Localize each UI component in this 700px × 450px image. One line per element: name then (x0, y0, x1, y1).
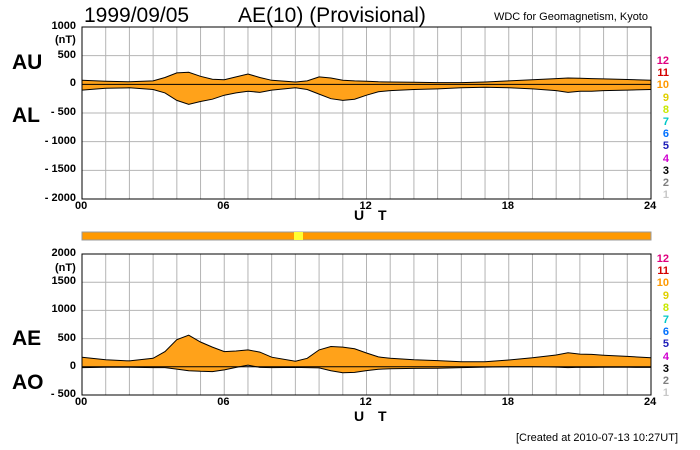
bottom-y-tick-label: 1500 (51, 275, 76, 288)
station-legend-top: 12 11 10 9 8 7 6 5 4 3 2 1 (645, 55, 669, 201)
top-x-tick-label: 18 (501, 200, 514, 212)
legend-station-count: 11 (657, 67, 669, 80)
al-label: AL (12, 104, 40, 127)
legend-station-count: 3 (662, 362, 669, 375)
legend-station-count: 12 (656, 55, 669, 67)
legend-station-count: 8 (662, 103, 669, 116)
top-plot-frame (81, 26, 652, 200)
top-y-tick-label: - 2000 (44, 192, 76, 204)
bottom-series-ae (81, 334, 652, 363)
legend-station-count: 7 (662, 314, 669, 327)
legend-station-count: 7 (662, 116, 669, 129)
legend-station-count: 2 (662, 177, 669, 190)
source-label: WDC for Geomagnetism, Kyoto (493, 11, 648, 23)
ao-label: AO (12, 371, 44, 394)
legend-station-count: 6 (662, 326, 669, 339)
top-x-tick-label: 12 (359, 200, 372, 212)
legend-station-count: 11 (657, 265, 669, 278)
legend-station-count: 12 (656, 253, 669, 265)
bottom-x-axis-label: U T (354, 408, 392, 424)
top-y-tick-label: - 500 (50, 106, 76, 118)
legend-station-count: 1 (662, 387, 669, 400)
top-series-al (81, 86, 652, 105)
legend-station-count: 10 (656, 79, 669, 92)
created-timestamp: [Created at 2010-07-13 10:27UT] (515, 432, 678, 444)
legend-station-count: 5 (662, 338, 669, 351)
top-series-au (81, 71, 652, 84)
legend-station-count: 4 (662, 350, 669, 363)
legend-station-count: 1 (662, 189, 669, 202)
top-x-tick-label: 06 (217, 200, 230, 212)
bottom-x-tick-label: 12 (359, 396, 372, 408)
top-x-tick-label: 00 (75, 200, 88, 212)
bottom-y-tick-label: 0 (69, 359, 76, 372)
top-y-tick-label: 1000 (51, 20, 76, 32)
legend-station-count: 4 (662, 152, 669, 165)
bottom-x-tick-label: 06 (217, 396, 230, 408)
bottom-y-tick-label: 500 (57, 331, 76, 344)
bottom-x-tick-label: 24 (644, 396, 657, 408)
legend-station-count: 3 (662, 164, 669, 177)
legend-station-count: 10 (656, 277, 669, 290)
bottom-y-tick-label: 2000 (51, 247, 76, 259)
legend-station-count: 6 (662, 128, 669, 141)
top-y-tick-label: 0 (69, 77, 76, 90)
legend-station-count: 8 (662, 301, 669, 314)
au-label: AU (12, 51, 43, 74)
top-x-tick-label: 24 (644, 200, 657, 212)
bottom-x-tick-label: 18 (501, 396, 514, 408)
legend-station-count: 9 (662, 91, 669, 104)
top-fill-area (82, 72, 651, 105)
top-unit-label: (nT) (55, 34, 76, 46)
bottom-x-tick-label: 00 (75, 396, 88, 408)
legend-station-count: 9 (662, 289, 669, 302)
bottom-fill-area (82, 335, 651, 373)
station-count-highlight (294, 232, 303, 240)
top-y-tick-label: - 1000 (44, 134, 76, 147)
bottom-y-tick-label: - 500 (50, 388, 76, 400)
legend-station-count: 2 (662, 375, 669, 388)
station-legend-bottom: 12 11 10 9 8 7 6 5 4 3 2 1 (645, 253, 669, 399)
bottom-y-tick-label: 1000 (51, 303, 76, 316)
ae-label: AE (12, 327, 42, 350)
top-y-tick-label: 500 (57, 48, 76, 61)
legend-station-count: 5 (662, 140, 669, 153)
top-y-tick-label: - 1500 (44, 163, 76, 176)
station-count-bar (81, 231, 652, 241)
bottom-plot-frame (81, 253, 652, 396)
date-title: 1999/09/05 (84, 4, 190, 27)
plot-title: AE(10) (Provisional) (238, 4, 426, 27)
top-x-axis-label: U T (354, 207, 392, 223)
bottom-unit-label: (nT) (55, 262, 76, 274)
